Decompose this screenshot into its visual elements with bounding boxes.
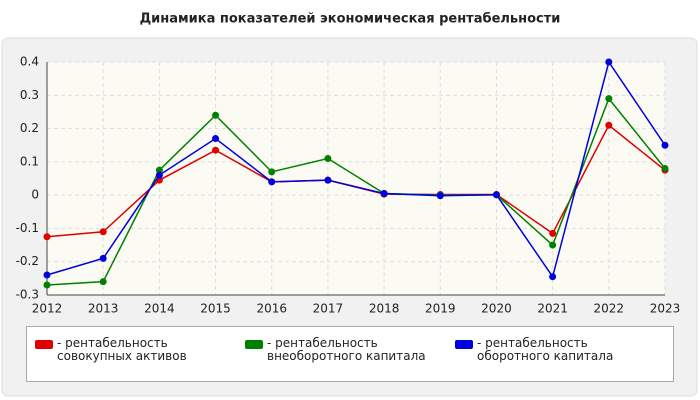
x-tick-label: 2014 [144,302,175,316]
x-tick-label: 2023 [650,302,681,316]
point [605,121,613,129]
point [549,273,557,281]
legend-swatch [455,340,473,349]
x-tick-label: 2022 [594,302,625,316]
point [155,166,163,174]
point [43,233,51,241]
point [268,168,276,176]
x-tick-label: 2012 [32,302,63,316]
point [212,135,220,143]
plot-area [47,62,665,295]
series-line [46,60,666,279]
point [492,191,500,199]
point [380,189,388,197]
legend-label: - рентабельность совокупных активов [57,336,187,363]
point [99,278,107,286]
point [212,111,220,119]
chart-title: Динамика показателей экономическая рента… [140,12,561,27]
point [549,229,557,237]
point [436,192,444,200]
point [661,141,669,149]
x-tick-label: 2021 [537,302,568,316]
y-tick-label: 0.3 [20,88,39,102]
point [605,58,613,66]
x-tick-label: 2016 [256,302,287,316]
x-tick-label: 2013 [88,302,119,316]
x-tick-label: 2017 [313,302,344,316]
point [661,165,669,173]
legend-item: - рентабельность совокупных активов [35,337,245,371]
legend-label: - рентабельность оборотного капитала [477,336,614,363]
point [549,241,557,249]
y-tick-label: 0 [31,188,39,202]
y-tick-label: -0.3 [16,288,39,302]
point [324,176,332,184]
x-tick-label: 2018 [369,302,400,316]
point [605,95,613,103]
legend-item: - рентабельность внеоборотного капитала [245,337,455,371]
point [268,178,276,186]
y-tick-label: 0.2 [20,121,39,135]
y-tick-label: 0.4 [20,55,39,69]
x-tick-label: 2015 [200,302,231,316]
x-tick-label: 2020 [481,302,512,316]
point [43,281,51,289]
legend-label: - рентабельность внеоборотного капитала [267,336,426,363]
point [99,228,107,236]
legend-item: - рентабельность оборотного капитала [455,337,665,371]
x-tick-label: 2019 [425,302,456,316]
y-tick-label: -0.2 [16,254,39,268]
point [212,146,220,154]
legend-swatch [245,340,263,349]
legend-swatch [35,340,53,349]
point [324,155,332,163]
point [99,254,107,262]
point [155,171,163,179]
y-tick-label: 0.1 [20,154,39,168]
point [43,271,51,279]
y-tick-label: -0.1 [16,221,39,235]
legend: - рентабельность совокупных активов - рен… [26,326,674,382]
